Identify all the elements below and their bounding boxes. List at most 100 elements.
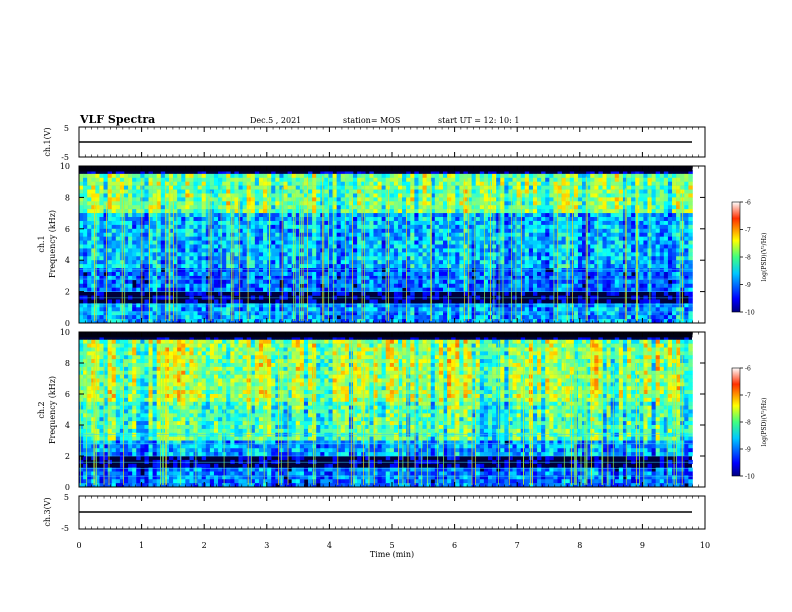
spectrogram-cell: [95, 264, 100, 269]
spectrogram-cell: [373, 193, 378, 198]
spectrogram-cell: [205, 303, 211, 308]
spectrogram-cell: [541, 252, 546, 257]
spectrogram-cell: [128, 268, 133, 273]
spectrogram-cell: [537, 240, 542, 245]
spectrogram-cell: [123, 181, 129, 186]
spectrogram-cell: [479, 224, 485, 230]
spectrogram-cell: [308, 217, 313, 222]
spectrogram-cell: [602, 271, 607, 277]
spectrogram-cell: [136, 201, 141, 206]
spectrogram-cell: [357, 228, 362, 234]
spectrogram-cell: [193, 303, 198, 308]
spectrogram-cell: [83, 224, 88, 230]
spectrogram-cell: [168, 224, 174, 230]
spectrogram-cell: [79, 283, 84, 288]
spectrogram-cell: [541, 209, 546, 214]
spectrogram-cell: [467, 217, 472, 222]
spectrogram-cell: [271, 319, 276, 324]
spectrogram-cell: [537, 275, 542, 281]
spectrogram-cell: [348, 201, 354, 206]
spectrogram-cell: [557, 189, 562, 194]
spectrogram-cell: [111, 217, 117, 222]
spectrogram-cell: [173, 264, 178, 269]
spectrogram-cell: [475, 197, 481, 202]
spectrogram-cell: [263, 220, 268, 226]
spectrogram-cell: [353, 209, 358, 214]
spectrogram-cell: [312, 236, 317, 241]
spectrogram-cell: [254, 271, 260, 277]
spectrogram-cell: [369, 303, 374, 308]
spectrogram-cell: [308, 177, 313, 182]
spectrogram-cell: [447, 252, 452, 257]
spectrogram-cell: [95, 209, 100, 214]
spectrogram-cell: [361, 197, 366, 202]
spectrogram-cell: [246, 236, 252, 241]
spectrogram-cell: [381, 271, 387, 277]
spectrogram-cell: [594, 264, 599, 269]
spectrogram-cell: [177, 217, 182, 222]
spectrogram-cell: [185, 268, 190, 273]
spectrogram-cell: [520, 236, 526, 241]
spectrogram-cell: [173, 201, 178, 206]
spectrogram-cell: [185, 271, 190, 277]
spectrogram-cell: [123, 264, 129, 269]
spectrogram-cell: [164, 189, 170, 194]
spectrogram-cell: [99, 303, 104, 308]
spectrogram-cell: [324, 169, 329, 175]
spectrogram-cell: [549, 189, 554, 194]
spectrogram-cell: [545, 271, 550, 277]
spectrogram-cell: [590, 311, 595, 316]
spectrogram-cell: [393, 177, 399, 182]
spectrogram-cell: [226, 185, 231, 190]
spectrogram-cell: [389, 236, 395, 241]
spectrogram-cell: [173, 220, 178, 226]
spectrogram-cell: [569, 209, 575, 214]
spectrogram-cell: [324, 193, 329, 198]
spectrogram-cell: [467, 268, 472, 273]
spectrogram-cell: [512, 209, 517, 214]
spectrogram-cell: [213, 177, 219, 182]
spectrogram-cell: [614, 217, 620, 222]
spectrogram-cell: [381, 181, 387, 186]
spectrogram-cell: [238, 303, 243, 308]
spectrogram-cell: [373, 283, 378, 288]
spectrogram-cell: [459, 303, 464, 308]
spectrogram-cell: [381, 217, 387, 222]
spectrogram-cell: [410, 189, 415, 194]
spectrogram-cell: [324, 197, 329, 202]
spectrogram-cell: [95, 217, 100, 222]
spectrogram-cell: [455, 224, 460, 230]
spectrogram-cell: [398, 177, 403, 182]
spectrogram-cell: [414, 252, 419, 257]
spectrogram-cell: [369, 177, 374, 182]
spectrogram-cell: [312, 311, 317, 316]
spectrogram-cell: [316, 228, 321, 234]
spectrogram-cell: [410, 268, 415, 273]
spectrogram-cell: [181, 232, 186, 237]
spectrogram-cell: [230, 197, 235, 202]
spectrogram-cell: [344, 279, 350, 285]
spectrogram-cell: [483, 205, 489, 210]
spectrogram-cell: [197, 287, 202, 292]
spectrogram-cell: [230, 303, 235, 308]
spectrogram-cell: [111, 311, 117, 316]
spectrogram-cell: [91, 177, 96, 182]
spectrogram-cell: [500, 268, 505, 273]
spectrogram-cell: [103, 201, 108, 206]
spectrogram-cell: [361, 319, 366, 324]
spectrogram-cell: [545, 173, 550, 179]
spectrogram-cell: [614, 185, 620, 190]
spectrogram-cell: [177, 173, 182, 179]
spectrogram-cell: [279, 264, 284, 269]
spectrogram-cell: [459, 275, 464, 281]
spectrogram-cell: [148, 275, 153, 281]
spectrogram-cell: [385, 248, 391, 253]
spectrogram-cell: [610, 220, 616, 226]
spectrogram-cell: [238, 260, 243, 265]
spectrogram-cell: [451, 177, 456, 182]
spectrogram-cell: [295, 205, 301, 210]
spectrogram-cell: [365, 319, 370, 324]
spectrogram-cell: [434, 181, 440, 186]
spectrogram-cell: [168, 205, 174, 210]
spectrogram-cell: [140, 205, 145, 210]
